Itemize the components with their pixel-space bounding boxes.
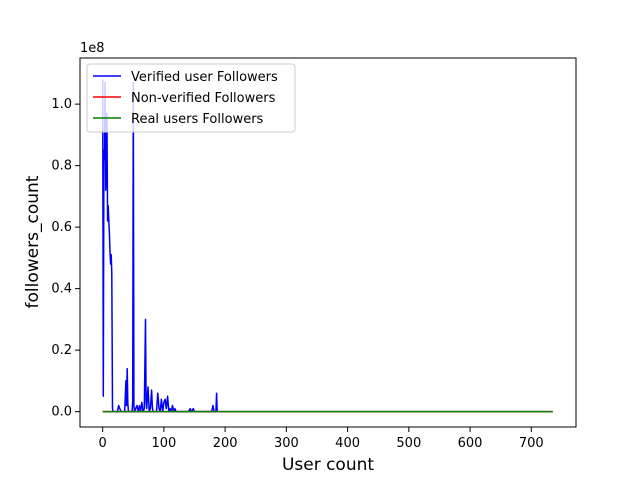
y-tick-label: 0.6 (51, 220, 72, 235)
legend-label-0: Verified user Followers (131, 70, 278, 85)
x-tick-label: 600 (458, 436, 483, 451)
y-tick-label: 1.0 (51, 97, 72, 112)
legend-label-1: Non-verified Followers (131, 91, 276, 106)
y-tick-label: 0.8 (51, 159, 72, 174)
x-tick-label: 0 (99, 436, 107, 451)
y-tick-label: 0.0 (51, 405, 72, 420)
x-tick-label: 700 (519, 436, 544, 451)
legend-box (86, 63, 296, 133)
y-tick-label: 0.4 (51, 282, 72, 297)
y-axis-title: followers_count (23, 175, 43, 308)
x-axis-title: User count (282, 455, 374, 475)
x-tick-label: 300 (274, 436, 299, 451)
series-line-0 (101, 79, 218, 413)
series-layer (101, 79, 553, 413)
y-offset-label: 1e8 (80, 41, 105, 56)
y-axis-ticks: 0.0 0.2 0.4 0.6 0.8 1.0 (51, 97, 80, 420)
x-tick-label: 400 (335, 436, 360, 451)
x-tick-label: 100 (151, 436, 176, 451)
legend: Verified user Followers Non-verified Foll… (86, 63, 296, 133)
x-tick-label: 200 (213, 436, 238, 451)
legend-label-2: Real users Followers (131, 112, 264, 127)
x-axis-ticks: 0 100 200 300 400 500 600 700 (99, 427, 544, 451)
x-tick-label: 500 (396, 436, 421, 451)
y-tick-label: 0.2 (51, 343, 72, 358)
